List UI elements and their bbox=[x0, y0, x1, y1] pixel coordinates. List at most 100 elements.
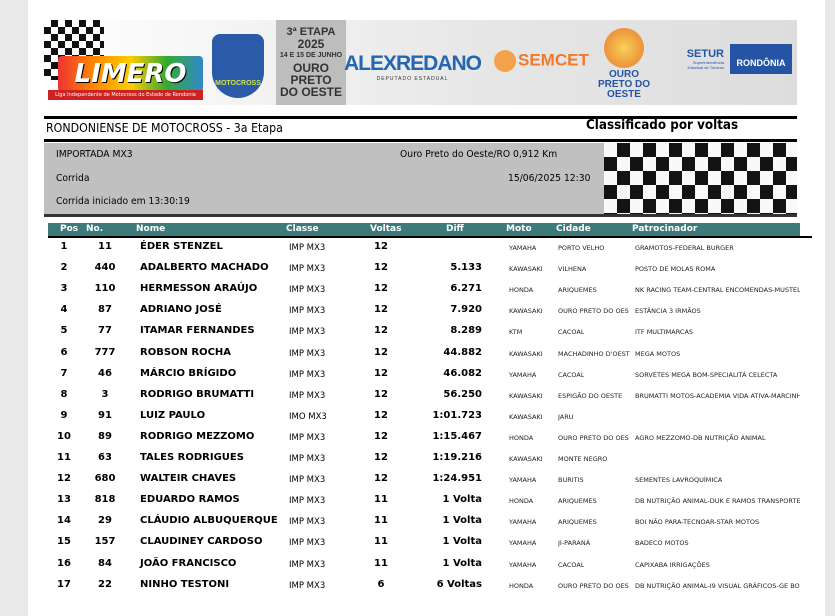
pos-cell: 13 bbox=[57, 494, 71, 506]
class-cell: IMP MX3 bbox=[289, 306, 326, 317]
bike-cell: HONDA bbox=[509, 497, 534, 506]
table-row: 10 89 RODRIGO MEZZOMO IMP MX3 12 1:15.467 HOND… bbox=[48, 431, 800, 447]
class-cell: IMP MX3 bbox=[289, 264, 326, 275]
diff-cell: 6.271 bbox=[450, 283, 482, 295]
city-cell: VILHENA bbox=[558, 265, 587, 274]
laps-cell: 11 bbox=[374, 557, 388, 569]
table-row: 16 84 JOÃO FRANCISCO IMP MX3 11 1 Volta YAMAHA… bbox=[48, 558, 800, 574]
bike-cell: YAMAHA bbox=[509, 370, 537, 379]
table-row: 13 818 EDUARDO RAMOS IMP MX3 11 1 Volta HONDA A… bbox=[48, 494, 800, 510]
laps-cell: 12 bbox=[374, 283, 388, 295]
table-header: Pos No. Nome Classe Voltas Diff Moto Cid… bbox=[48, 223, 800, 236]
etapa-line: 2025 bbox=[297, 37, 325, 51]
number-cell: 11 bbox=[98, 241, 112, 252]
number-cell: 89 bbox=[98, 430, 112, 442]
etapa-line: OURO PRETO bbox=[290, 61, 332, 87]
class-cell: IMP MX3 bbox=[289, 390, 326, 401]
pos-cell: 17 bbox=[57, 578, 71, 590]
sponsor-cell: DB NUTRIÇÃO ANIMAL-DUK E RAMOS TRANSPORT… bbox=[635, 497, 800, 506]
pos-cell: 5 bbox=[60, 325, 68, 337]
diff-cell: 5.133 bbox=[450, 262, 482, 274]
city-cell: MONTE NEGRO bbox=[558, 455, 608, 463]
table-row: 11 63 TALES RODRIGUES IMP MX3 12 1:19.216 KAWA… bbox=[48, 452, 800, 468]
laps-cell: 6 bbox=[377, 578, 385, 590]
bike-cell: KAWASAKI bbox=[509, 307, 543, 316]
bike-cell: KAWASAKI bbox=[509, 391, 543, 400]
city-cell: CACOAL bbox=[558, 560, 585, 569]
sponsor-sub: Superintendência Estadual de Turismo bbox=[687, 60, 724, 70]
city-cell: OURO PRETO DO OES bbox=[558, 433, 629, 442]
diff-cell: 1 Volta bbox=[442, 494, 482, 506]
number-cell: 46 bbox=[98, 367, 112, 379]
pos-cell: 8 bbox=[60, 388, 68, 400]
datetime: 15/06/2025 12:30 bbox=[508, 173, 591, 184]
class-cell: IMP MX3 bbox=[289, 475, 326, 486]
rider-name-cell: EDUARDO RAMOS bbox=[140, 494, 240, 506]
semcet-icon bbox=[494, 50, 516, 72]
setur-logo: SETUR Superintendência Estadual de Turism… bbox=[684, 48, 724, 70]
number-cell: 22 bbox=[98, 578, 112, 590]
city-cell: BURITIS bbox=[558, 476, 584, 485]
pos-cell: 16 bbox=[57, 557, 71, 569]
table-row: 5 77 ITAMAR FERNANDES IMP MX3 12 8.289 KTM CACO… bbox=[48, 325, 800, 341]
city-cell: ARIQUEMES bbox=[558, 286, 597, 295]
sponsor-name: OURO PRETO DO OESTE bbox=[597, 69, 651, 100]
city-cell: CACOAL bbox=[558, 328, 585, 337]
laps-cell: 12 bbox=[374, 262, 388, 274]
sponsor-cell: POSTO DE MOLAS ROMA bbox=[635, 265, 716, 274]
number-cell: 29 bbox=[98, 515, 112, 527]
col-cidade: Cidade bbox=[556, 224, 591, 234]
classification-label: Classificado por voltas bbox=[586, 118, 739, 133]
rider-name-cell: CLAUDINEY CARDOSO bbox=[140, 536, 263, 548]
diff-cell: 1 Volta bbox=[442, 536, 482, 548]
sponsor-cell: MEGA MOTOS bbox=[635, 349, 681, 358]
diff-cell: 1:01.723 bbox=[432, 409, 482, 421]
sponsor-cell: BADECO MOTOS bbox=[635, 539, 689, 548]
bike-cell: HONDA bbox=[509, 433, 534, 442]
class-cell: IMO MX3 bbox=[289, 411, 327, 422]
pos-cell: 11 bbox=[57, 452, 71, 463]
event-banner: LIMERO Liga Independente de Motocross do… bbox=[44, 20, 797, 105]
motocross-badge: MOTOCROSS 2025 bbox=[212, 34, 264, 98]
laps-cell: 12 bbox=[374, 367, 388, 379]
diff-cell: 6 Voltas bbox=[436, 578, 482, 590]
sponsor-sub: DEPUTADO ESTADUAL bbox=[376, 76, 449, 82]
laps-cell: 12 bbox=[374, 473, 388, 485]
col-diff: Diff bbox=[446, 224, 464, 234]
rider-name-cell: ADRIANO JOSÉ bbox=[140, 304, 222, 316]
city-cell: OURO PRETO DO OES bbox=[558, 307, 629, 316]
pos-cell: 1 bbox=[60, 241, 68, 252]
rondonia-logo: RONDÔNIA bbox=[730, 44, 792, 74]
page-title: RONDONIENSE DE MOTOCROSS - 3a Etapa bbox=[46, 121, 283, 135]
class-cell: IMP MX3 bbox=[289, 327, 326, 338]
city-cell: ARIQUEMES bbox=[558, 518, 597, 527]
pos-cell: 14 bbox=[57, 515, 71, 527]
sponsor-name: SETUR bbox=[686, 48, 724, 60]
col-patrocinador: Patrocinador bbox=[632, 224, 698, 234]
number-cell: 87 bbox=[98, 304, 112, 316]
table-row: 7 46 MÁRCIO BRÍGIDO IMP MX3 12 46.082 YAMAHA CA… bbox=[48, 368, 800, 384]
sponsor-cell: GRAMOTOS-FEDERAL BURGER bbox=[635, 244, 734, 252]
rider-name-cell: TALES RODRIGUES bbox=[140, 452, 244, 463]
rider-name-cell: ADALBERTO MACHADO bbox=[140, 262, 269, 274]
rider-name-cell: ÉDER STENZEL bbox=[140, 241, 223, 252]
number-cell: 63 bbox=[98, 452, 112, 463]
rider-name-cell: RODRIGO BRUMATTI bbox=[140, 388, 255, 400]
diff-cell: 1:24.951 bbox=[432, 473, 482, 485]
bike-cell: KAWASAKI bbox=[509, 265, 543, 274]
pos-cell: 3 bbox=[60, 283, 68, 295]
session: Corrida bbox=[56, 173, 90, 184]
laps-cell: 12 bbox=[374, 409, 388, 421]
semcet-logo: SEMCET bbox=[494, 50, 589, 72]
class-cell: IMP MX3 bbox=[289, 559, 326, 570]
table-row: 12 680 WALTEIR CHAVES IMP MX3 12 1:24.951 YAMA… bbox=[48, 473, 800, 489]
number-cell: 777 bbox=[94, 346, 116, 358]
pos-cell: 7 bbox=[60, 367, 68, 379]
rider-name-cell: LUIZ PAULO bbox=[140, 409, 206, 421]
divider bbox=[44, 116, 797, 119]
pos-cell: 6 bbox=[60, 346, 68, 358]
city-cell: OURO PRETO DO OES bbox=[558, 581, 629, 590]
alexredano-logo: ALEXREDANO DEPUTADO ESTADUAL bbox=[344, 52, 482, 82]
laps-cell: 11 bbox=[374, 536, 388, 548]
diff-cell: 44.882 bbox=[443, 346, 482, 358]
